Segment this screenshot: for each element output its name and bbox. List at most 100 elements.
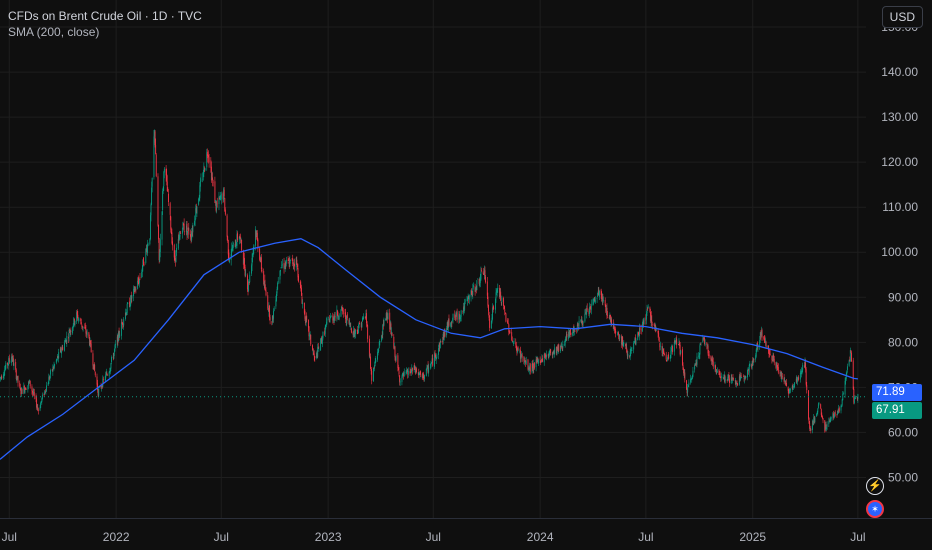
candle-body [97, 383, 99, 391]
candle-body [307, 319, 309, 328]
candle-body [281, 265, 283, 267]
candle-body [157, 176, 159, 226]
candle-body [727, 375, 729, 378]
candle-body [41, 394, 43, 399]
candle-body [20, 390, 22, 395]
candle-body [744, 375, 746, 380]
candle-body [231, 249, 233, 251]
symbol-title[interactable]: CFDs on Brent Crude Oil · 1D · TVC [8, 9, 202, 23]
candle-body [761, 329, 763, 338]
candle-body [88, 336, 90, 345]
candle-body [39, 407, 41, 411]
candle-body [600, 289, 602, 296]
candle-body [475, 288, 477, 291]
candle-body [462, 310, 464, 312]
candle-body [809, 423, 811, 430]
candle-body [729, 378, 730, 383]
candle-body [450, 322, 452, 327]
candle-body [424, 375, 426, 380]
candle-body [490, 321, 492, 329]
candle-body [232, 244, 234, 252]
candle-body [744, 375, 746, 378]
candle-body [195, 208, 197, 220]
candle-body [391, 333, 393, 336]
candle-body [472, 285, 474, 288]
candle-body [4, 367, 6, 371]
candle-body [626, 347, 628, 353]
candle-body [280, 267, 282, 269]
candle-body [220, 197, 222, 199]
candle-body [832, 413, 834, 418]
candle-body [66, 336, 68, 343]
candle-body [631, 350, 633, 351]
candle-body [508, 331, 510, 333]
candle-body [48, 377, 50, 384]
candle-body [736, 382, 737, 385]
candle-body [655, 327, 657, 332]
candle-body [27, 385, 29, 390]
candle-body [4, 369, 6, 376]
candle-body [219, 195, 221, 199]
candle-body [714, 364, 716, 368]
candle-body [515, 342, 517, 345]
candle-body [805, 368, 807, 385]
candle-body [553, 349, 555, 354]
candle-body [40, 401, 42, 402]
candle-body [113, 352, 115, 359]
candle-body [731, 377, 733, 381]
candle-body [846, 371, 848, 374]
candle-body [821, 416, 823, 419]
candle-body [386, 314, 388, 316]
candle-body [426, 367, 428, 369]
indicator-label[interactable]: SMA (200, close) [8, 25, 100, 39]
candle-body [59, 348, 61, 353]
candle-body [622, 342, 624, 345]
us-flag-icon[interactable]: ✶ [866, 500, 884, 518]
candle-body [513, 341, 515, 342]
candle-body [447, 320, 449, 328]
candle-body [360, 322, 362, 328]
candle-body [134, 288, 136, 291]
lightning-icon[interactable]: ⚡ [866, 477, 884, 495]
candle-body [397, 355, 399, 369]
candle-body [179, 234, 181, 237]
candle-body [731, 378, 733, 381]
candle-body [41, 398, 43, 403]
candle-body [768, 349, 770, 354]
candle-body [143, 257, 144, 266]
candle-body [761, 330, 762, 336]
candle-body [837, 410, 839, 413]
candle-body [337, 315, 339, 317]
candle-body [19, 387, 21, 390]
candle-body [844, 380, 846, 395]
candle-body [177, 238, 179, 249]
candle-body [493, 307, 495, 309]
candle-body [316, 353, 318, 358]
candle-body [180, 233, 182, 234]
candle-body [772, 359, 773, 362]
candle-body [130, 295, 132, 300]
candle-body [227, 240, 229, 255]
candle-body [215, 201, 217, 211]
candle-body [621, 337, 623, 346]
candle-body [788, 391, 790, 394]
candle-body [698, 353, 700, 356]
candle-body [154, 130, 155, 137]
candle-body [483, 274, 485, 275]
candle-body [830, 417, 832, 419]
candle-body [224, 209, 226, 215]
candle-body [24, 388, 26, 393]
candle-body [145, 247, 147, 250]
currency-button[interactable]: USD [881, 6, 923, 28]
candle-body [163, 171, 165, 187]
candle-body [525, 360, 527, 364]
candle-body [854, 397, 856, 399]
candle-body [637, 333, 639, 335]
candle-body [662, 350, 664, 351]
candle-body [798, 377, 800, 380]
candle-body [129, 305, 131, 308]
candle-body [592, 299, 594, 306]
candle-body [212, 182, 214, 183]
candle-body [188, 228, 190, 235]
